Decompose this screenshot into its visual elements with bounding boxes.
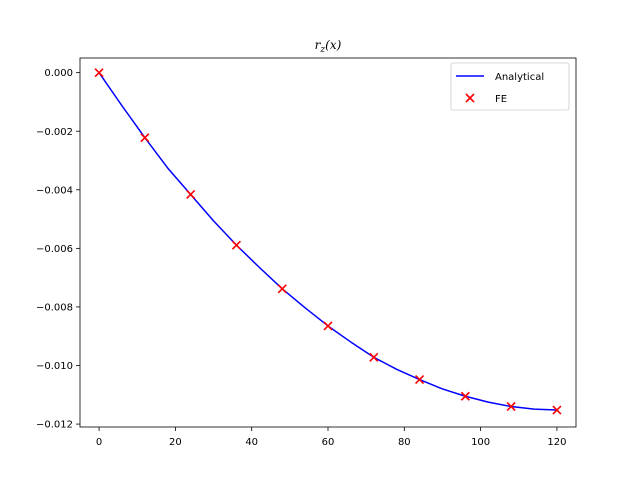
- fe-data-point: [369, 352, 379, 362]
- legend-fe-marker: [465, 93, 475, 103]
- x-tick-label: 40: [245, 437, 258, 448]
- y-tick-label: −0.002: [36, 127, 73, 138]
- plot-area: [80, 58, 576, 427]
- y-tick-label: 0.000: [44, 68, 73, 79]
- fe-data-point: [94, 68, 104, 78]
- legend: Analytical FE: [450, 62, 570, 111]
- fe-data-point: [506, 401, 516, 412]
- x-tick-label: 20: [169, 437, 182, 448]
- x-tick-label: 0: [96, 437, 102, 448]
- x-axis: 0 20 40 60 80 100 120: [96, 427, 566, 448]
- x-tick-label: 100: [471, 437, 490, 448]
- fe-data-point: [552, 405, 562, 415]
- y-axis: 0.000 −0.002 −0.004 −0.006 −0.008 −0.010 −0.01…: [36, 68, 80, 431]
- y-tick-label: −0.004: [36, 185, 73, 196]
- y-tick-label: −0.008: [36, 303, 73, 314]
- x-tick-label: 80: [398, 437, 411, 448]
- fe-data-point: [140, 133, 150, 143]
- fe-data-point: [323, 321, 333, 331]
- chart-title-base: r: [315, 38, 322, 52]
- chart-title: rz(x): [315, 38, 342, 55]
- legend-box: [450, 62, 570, 111]
- fe-data-point: [231, 240, 241, 250]
- y-tick-label: −0.012: [36, 420, 73, 431]
- fe-data-point: [277, 284, 287, 294]
- y-tick-label: −0.006: [36, 244, 73, 255]
- legend-fe-label: FE: [495, 94, 507, 105]
- legend-analytical-label: Analytical: [495, 72, 544, 83]
- chart-title-rest: (x): [325, 38, 341, 52]
- chart-title-subscript: z: [319, 45, 325, 55]
- fe-data-point: [460, 391, 470, 401]
- x-tick-label: 60: [322, 437, 335, 448]
- fe-data-point: [186, 189, 196, 200]
- y-tick-label: −0.010: [36, 361, 73, 372]
- fe-data-point: [415, 374, 425, 385]
- x-tick-label: 120: [547, 437, 566, 448]
- series-layer: [94, 68, 562, 415]
